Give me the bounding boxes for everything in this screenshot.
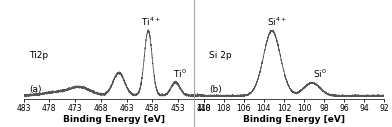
Text: Si$^{4+}$: Si$^{4+}$ (267, 16, 287, 28)
X-axis label: Binding Energy [eV]: Binding Energy [eV] (63, 115, 165, 124)
Text: Ti$^{0}$: Ti$^{0}$ (173, 68, 187, 80)
Text: Ti2p: Ti2p (29, 51, 48, 60)
Text: Si$^{0}$: Si$^{0}$ (313, 68, 327, 80)
X-axis label: Binding Energy [eV]: Binding Energy [eV] (243, 115, 345, 124)
Text: (a): (a) (29, 85, 42, 94)
Text: Si 2p: Si 2p (209, 51, 232, 60)
Text: (b): (b) (209, 85, 222, 94)
Text: Ti$^{4+}$: Ti$^{4+}$ (141, 16, 161, 28)
